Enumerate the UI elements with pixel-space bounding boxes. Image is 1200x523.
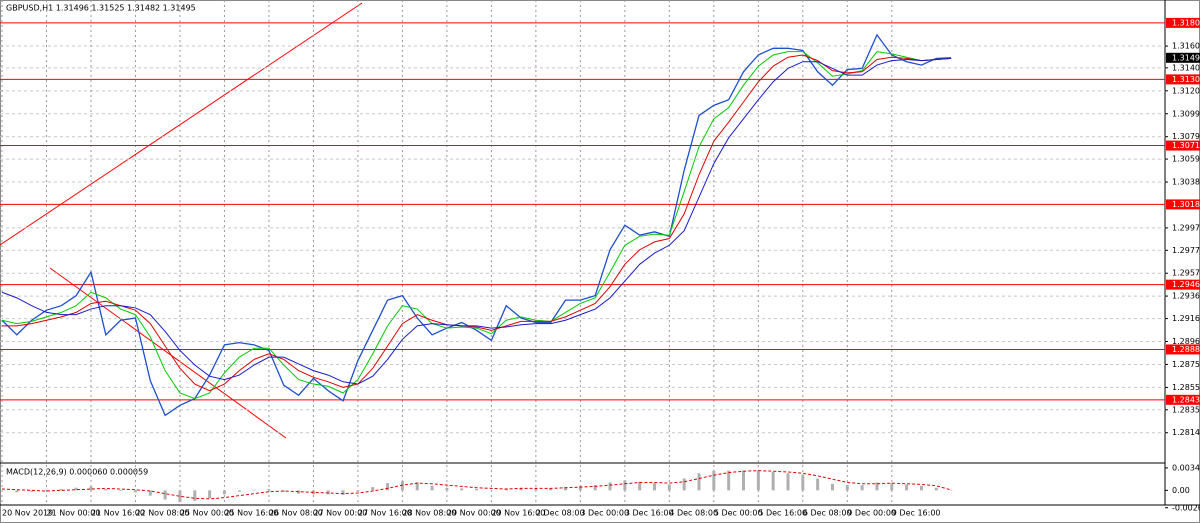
level-box [1166, 394, 1200, 405]
y-tick-label: 1.28960 [1172, 337, 1200, 346]
y-tick-label: 1.28755 [1172, 360, 1200, 369]
x-tick-label: 9 Dec 00:00 [847, 509, 896, 518]
level-label: 1.28889 [1172, 345, 1200, 354]
chart-title: GBPUSD,H1 1.31496 1.31525 1.31482 1.3149… [6, 4, 196, 13]
y-tick-label: 1.30995 [1172, 109, 1200, 118]
y-tick-label: 1.31600 [1172, 42, 1200, 51]
price-line [1, 33, 952, 417]
y-tick-label: -0.00264 [1172, 503, 1200, 512]
x-tick-label: 20 Nov 2019 [2, 509, 53, 518]
level-box [1166, 17, 1200, 28]
y-tick-label: 1.28145 [1172, 428, 1200, 437]
x-tick-label: 21 Nov 00:00 [46, 509, 100, 518]
level-box [1166, 74, 1200, 85]
y-tick-label: 1.29775 [1172, 246, 1200, 255]
level-box [1166, 140, 1200, 151]
x-tick-label: 21 Nov 16:00 [91, 509, 145, 518]
y-tick-label: 1.28350 [1172, 405, 1200, 414]
x-tick-label: 4 Dec 08:00 [669, 509, 718, 518]
y-tick-label: 1.29366 [1172, 292, 1200, 301]
last-price-label: 1.31495 [1172, 53, 1200, 62]
moving-average [2, 54, 952, 392]
x-tick-label: 27 Nov 16:00 [358, 509, 412, 518]
moving-average [1, 57, 952, 385]
y-tick-label: 1.29165 [1172, 314, 1200, 323]
x-tick-label: 5 Dec 16:00 [758, 509, 807, 518]
level-box [1166, 344, 1200, 355]
x-tick-label: 25 Nov 16:00 [224, 509, 278, 518]
x-tick-label: 6 Dec 08:00 [803, 509, 852, 518]
level-label: 1.29468 [1172, 280, 1200, 289]
last-price-box [1166, 52, 1200, 63]
x-tick-label: 27 Nov 00:00 [313, 509, 367, 518]
x-tick-label: 22 Nov 08:00 [135, 509, 189, 518]
macd-title: MACD(12,26,9) 0.000060 0.000059 [6, 468, 148, 477]
x-tick-label: 26 Nov 08:00 [269, 509, 323, 518]
y-tick-label: 1.29975 [1172, 223, 1200, 232]
y-tick-label: 1.30590 [1172, 155, 1200, 164]
x-tick-label: 28 Nov 08:00 [402, 509, 456, 518]
x-tick-label: 29 Nov 00:00 [447, 509, 501, 518]
x-tick-label: 2 Dec 08:00 [536, 509, 585, 518]
level-label: 1.31302 [1172, 75, 1200, 84]
y-tick-label: 1.31405 [1172, 63, 1200, 72]
x-tick-label: 29 Nov 16:00 [491, 509, 545, 518]
x-tick-label: 5 Dec 00:00 [714, 509, 763, 518]
level-box [1166, 199, 1200, 210]
y-tick-label: 1.30385 [1172, 178, 1200, 187]
y-tick-label: 1.28550 [1172, 383, 1200, 392]
level-label: 1.30185 [1172, 200, 1200, 209]
x-tick-label: 3 Dec 00:00 [580, 509, 629, 518]
x-tick-label: 3 Dec 16:00 [625, 509, 674, 518]
y-tick-label: 1.30790 [1172, 132, 1200, 141]
y-tick-label: 0.00 [1172, 486, 1190, 495]
y-tick-label: 0.003409 [1172, 463, 1200, 472]
y-tick-label: 1.31200 [1172, 86, 1200, 95]
signal-line [1, 470, 952, 500]
level-box [1166, 279, 1200, 290]
y-tick-label: 1.29570 [1172, 269, 1200, 278]
moving-average [1, 51, 952, 400]
x-tick-label: 25 Nov 00:00 [180, 509, 234, 518]
level-label: 1.31807 [1172, 18, 1200, 27]
level-label: 1.28439 [1172, 395, 1200, 404]
x-tick-label: 9 Dec 16:00 [892, 509, 941, 518]
